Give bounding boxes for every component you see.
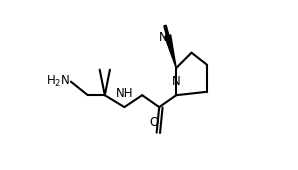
Text: N: N	[172, 75, 181, 88]
Text: N: N	[159, 31, 168, 44]
Text: O: O	[150, 116, 159, 129]
Polygon shape	[165, 35, 176, 68]
Text: NH: NH	[116, 87, 133, 100]
Text: H$_2$N: H$_2$N	[46, 74, 70, 89]
